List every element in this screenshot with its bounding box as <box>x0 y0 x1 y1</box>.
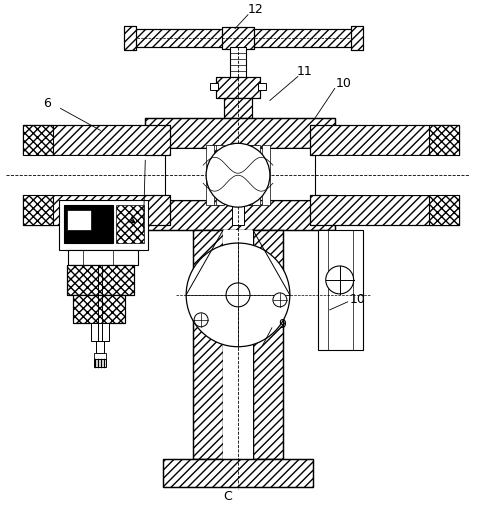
Bar <box>73 295 125 323</box>
Bar <box>125 25 137 49</box>
Bar <box>310 125 459 155</box>
Text: C: C <box>224 490 232 503</box>
Bar <box>163 460 313 487</box>
Circle shape <box>226 283 250 307</box>
Bar <box>67 265 134 295</box>
Bar <box>145 200 335 230</box>
Bar <box>206 145 214 205</box>
Bar <box>67 265 134 295</box>
Bar <box>23 195 170 225</box>
Circle shape <box>186 243 290 347</box>
Bar <box>210 145 222 205</box>
Bar <box>232 175 244 225</box>
Bar <box>310 125 459 155</box>
Bar <box>193 230 223 460</box>
Bar <box>23 125 170 155</box>
Text: 10: 10 <box>350 293 365 306</box>
Bar <box>310 195 459 225</box>
Bar <box>94 353 106 359</box>
Text: 10: 10 <box>336 77 352 90</box>
Bar <box>58 200 148 250</box>
Bar <box>145 119 335 148</box>
Bar <box>430 195 459 225</box>
Text: 9: 9 <box>278 318 286 331</box>
Bar <box>73 295 125 323</box>
Circle shape <box>206 144 270 207</box>
Bar <box>96 341 104 353</box>
Bar <box>262 145 270 205</box>
Bar <box>91 323 109 341</box>
Circle shape <box>273 293 287 307</box>
Bar <box>253 230 283 460</box>
Text: 12: 12 <box>248 3 264 16</box>
Bar <box>23 195 170 225</box>
Bar <box>145 200 335 230</box>
Bar <box>94 359 106 366</box>
Bar <box>68 250 138 265</box>
Bar <box>145 119 335 148</box>
Bar <box>224 98 252 119</box>
Bar <box>125 25 137 49</box>
Bar <box>163 460 313 487</box>
Bar <box>23 125 170 155</box>
Bar <box>216 145 224 205</box>
Bar <box>193 230 223 460</box>
Bar <box>210 82 218 91</box>
Bar <box>67 210 91 230</box>
Bar <box>210 145 222 205</box>
Bar <box>246 145 258 205</box>
Bar <box>230 47 246 76</box>
Bar <box>351 25 363 49</box>
Bar <box>252 145 260 205</box>
Bar <box>222 26 254 48</box>
Circle shape <box>194 313 208 327</box>
Bar <box>335 155 459 195</box>
Bar <box>132 29 354 47</box>
Text: 11: 11 <box>297 65 313 78</box>
Bar <box>116 205 144 243</box>
Bar <box>23 195 53 225</box>
Bar <box>351 25 363 49</box>
Bar <box>216 76 260 98</box>
Bar <box>253 230 283 460</box>
Bar <box>430 125 459 155</box>
Bar <box>224 98 252 119</box>
Bar <box>23 155 145 195</box>
Bar <box>64 205 114 243</box>
Bar <box>223 230 253 460</box>
Bar <box>132 29 354 47</box>
Bar <box>258 82 266 91</box>
Bar <box>216 76 260 98</box>
Text: 6: 6 <box>44 97 52 110</box>
Circle shape <box>326 266 354 294</box>
Bar <box>222 26 254 48</box>
Bar <box>23 125 53 155</box>
Bar <box>165 148 315 200</box>
Bar <box>246 145 258 205</box>
Bar <box>318 230 363 350</box>
Bar <box>310 195 459 225</box>
